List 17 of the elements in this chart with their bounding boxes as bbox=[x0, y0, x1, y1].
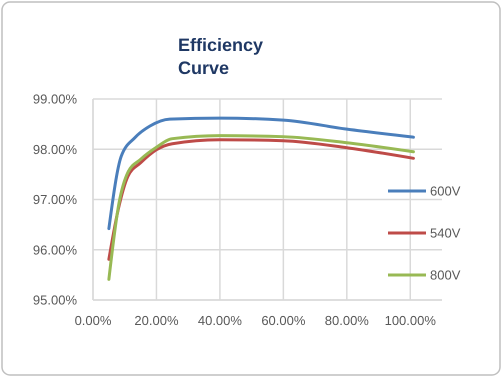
x-tick-label: 0.00% bbox=[74, 313, 112, 328]
y-tick-label: 98.00% bbox=[32, 142, 78, 157]
x-tick-label: 80.00% bbox=[324, 313, 370, 328]
x-tick-label: 60.00% bbox=[261, 313, 306, 328]
x-tick-label: 100.00% bbox=[384, 313, 436, 328]
y-tick-label: 96.00% bbox=[32, 242, 78, 258]
x-tick-label: 20.00% bbox=[134, 313, 179, 328]
line-series bbox=[107, 134, 415, 281]
chart-title: Efficiency Curve bbox=[178, 35, 264, 78]
x-tick-label: 40.00% bbox=[198, 313, 242, 328]
y-tick-label: 97.00% bbox=[32, 192, 78, 208]
y-tick-label: 95.00% bbox=[32, 292, 78, 308]
line-series bbox=[107, 116, 415, 230]
y-tick-label: 99.00% bbox=[32, 92, 78, 107]
legend-label: 540V bbox=[430, 226, 461, 241]
legend-label: 600V bbox=[430, 184, 461, 199]
legend-label: 800V bbox=[430, 268, 461, 283]
